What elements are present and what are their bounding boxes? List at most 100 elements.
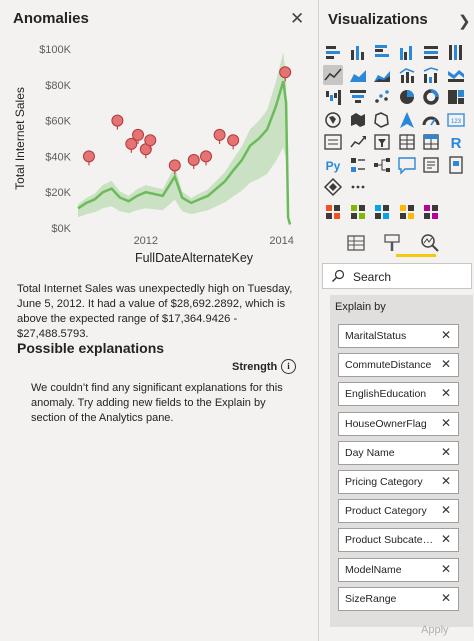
explain-by-field[interactable]: CommuteDistance ✕ [338,353,459,378]
collapse-icon[interactable]: ❯ [458,13,471,30]
azure-map-icon[interactable] [397,110,417,130]
field-name: Pricing Category [345,476,423,488]
line-clustered-icon[interactable] [421,65,441,85]
remove-field-icon[interactable]: ✕ [440,386,451,401]
line-column-icon[interactable] [397,65,417,85]
appsource-3-icon[interactable] [372,202,392,222]
info-icon[interactable]: i [281,359,296,374]
fields-tab-icon[interactable] [345,232,367,254]
format-tab-icon[interactable] [381,232,403,254]
explain-by-field[interactable]: EnglishEducation ✕ [338,382,459,407]
remove-field-icon[interactable]: ✕ [440,532,451,547]
map-icon[interactable] [323,110,343,130]
search-input[interactable]: Search [353,270,392,284]
explain-by-field[interactable]: Day Name ✕ [338,440,459,465]
stacked-bar-icon[interactable] [323,42,343,62]
pie-chart-icon[interactable] [397,87,417,107]
multirow-card-icon[interactable] [323,132,343,152]
r-visual-icon[interactable]: R [446,132,466,152]
decomposition-tree-icon[interactable] [372,155,392,175]
explain-by-field[interactable]: Product Category ✕ [338,499,459,524]
y-tick-label: $40K [45,151,71,163]
y-tick-label: $80K [45,80,71,92]
visualizations-pane: Visualizations ❯ 123 R Py Search Explain b… [319,0,474,641]
paginated-report-icon[interactable] [446,155,466,175]
appsource-2-icon[interactable] [348,202,368,222]
svg-text:R: R [450,135,461,152]
anomaly-marker [144,134,157,147]
filled-map-icon[interactable] [348,110,368,130]
field-name: SizeRange [345,592,397,605]
waterfall-icon[interactable] [323,87,343,107]
remove-field-icon[interactable]: ✕ [440,444,451,459]
gauge-icon[interactable] [421,110,441,130]
anomaly-marker [111,114,124,127]
clustered-bar-icon[interactable] [372,42,392,62]
anomaly-marker [279,66,292,79]
strength-label: Strength [232,361,278,373]
ribbon-chart-icon[interactable] [446,65,466,85]
field-name: CommuteDistance [345,359,432,372]
100-bar-icon[interactable] [421,42,441,62]
explain-by-field[interactable]: Product Subcategory ✕ [338,528,459,553]
slicer-icon[interactable] [372,132,392,152]
search-icon [332,269,345,282]
funnel-icon[interactable] [348,87,368,107]
close-icon[interactable]: ✕ [290,9,305,28]
appsource-1-icon[interactable] [323,202,343,222]
pane-divider [318,0,319,641]
treemap-icon[interactable] [446,87,466,107]
search-box[interactable]: Search [322,263,472,289]
y-tick-label: $100K [39,44,71,56]
stacked-column-icon[interactable] [348,42,368,62]
remove-field-icon[interactable]: ✕ [440,474,451,488]
anomaly-marker [168,159,181,172]
expected-range-band [78,51,290,227]
field-name: EnglishEducation [345,388,427,401]
x-tick-label: 2012 [134,235,158,247]
100-column-icon[interactable] [446,42,466,62]
remove-field-icon[interactable]: ✕ [440,328,451,342]
explain-by-field[interactable]: SizeRange ✕ [338,586,459,611]
no-explanations-message: We couldn’t find any significant explana… [31,382,283,424]
matrix-icon[interactable] [421,132,441,152]
pane-tabs [333,230,473,260]
card-icon[interactable]: 123 [446,110,466,130]
key-influencers-icon[interactable] [348,155,368,175]
appsource-5-icon[interactable] [421,202,441,222]
remove-field-icon[interactable]: ✕ [440,415,451,430]
python-visual-icon[interactable]: Py [323,155,343,175]
clustered-column-icon[interactable] [397,42,417,62]
explain-by-field[interactable]: ModelName ✕ [338,557,459,582]
qa-icon[interactable] [397,155,417,175]
appsource-4-icon[interactable] [397,202,417,222]
remove-field-icon[interactable]: ✕ [440,503,451,518]
remove-field-icon[interactable]: ✕ [440,561,451,576]
explain-by-field[interactable]: MaritalStatus ✕ [338,324,459,348]
anomaly-marker [132,128,145,141]
table-icon[interactable] [397,132,417,152]
explain-by-field[interactable]: HouseOwnerFlag ✕ [338,411,459,436]
remove-field-icon[interactable]: ✕ [440,357,451,372]
more-visuals-icon[interactable] [348,177,368,197]
field-name: Product Subcategory [345,534,437,547]
narrative-icon[interactable] [421,155,441,175]
field-name: MaritalStatus [345,330,407,342]
analytics-tab-icon[interactable] [419,232,441,254]
kpi-icon[interactable] [348,132,368,152]
donut-icon[interactable] [421,87,441,107]
apply-button[interactable]: Apply [421,624,449,636]
explain-by-field[interactable]: Pricing Category ✕ [338,470,459,494]
y-tick-label: $0K [51,223,71,235]
stacked-area-icon[interactable] [372,65,392,85]
visualizations-title: Visualizations [328,11,428,28]
field-name: Product Category [345,505,427,518]
shape-map-icon[interactable] [372,110,392,130]
line-chart-icon[interactable] [323,64,343,85]
area-chart-icon[interactable] [348,65,368,85]
remove-field-icon[interactable]: ✕ [440,590,451,605]
svg-text:Py: Py [326,159,341,173]
power-apps-icon[interactable] [323,177,343,197]
anomaly-line-chart[interactable]: $0K $20K $40K $60K $80K $100K 2012 2014 Total In… [0,36,318,266]
scatter-icon[interactable] [372,87,392,107]
